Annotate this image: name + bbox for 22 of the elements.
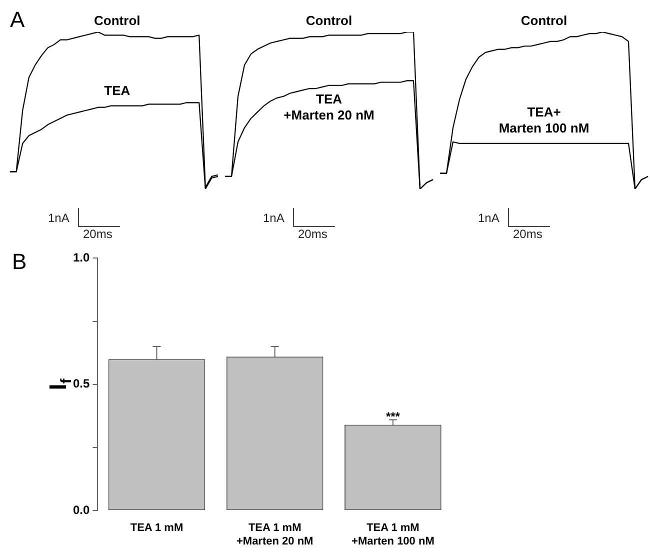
y-tick-label: 0.5	[72, 376, 90, 391]
series-label: Control	[306, 13, 352, 28]
x-tick-label: TEA 1 mM +Marten 20 nM	[236, 522, 314, 548]
series-label: Control	[520, 13, 568, 28]
y-axis-title: If	[45, 378, 75, 390]
text: 20ms	[298, 227, 328, 241]
y-tick-label: 1.0	[72, 250, 90, 265]
chart-title: A	[10, 7, 25, 32]
text: 1nA	[478, 211, 500, 225]
x-tick-label: TEA 1 mM	[130, 522, 184, 534]
chart-title: B	[12, 249, 27, 274]
x-tick-label: TEA 1 mM +Marten 100 nM	[352, 522, 434, 548]
y-tick-label: 0.0	[72, 502, 90, 517]
annotation: ***	[386, 410, 400, 424]
series-label: TEA+ Marten 100 nM	[498, 104, 590, 136]
series-label: TEA +Marten 20 nM	[284, 91, 374, 122]
series-label: Control	[94, 13, 140, 28]
text: 1nA	[48, 211, 70, 225]
series-label: TEA	[104, 82, 131, 98]
text: 1nA	[263, 211, 284, 225]
text: 20ms	[513, 227, 542, 241]
text: 20ms	[83, 227, 112, 241]
